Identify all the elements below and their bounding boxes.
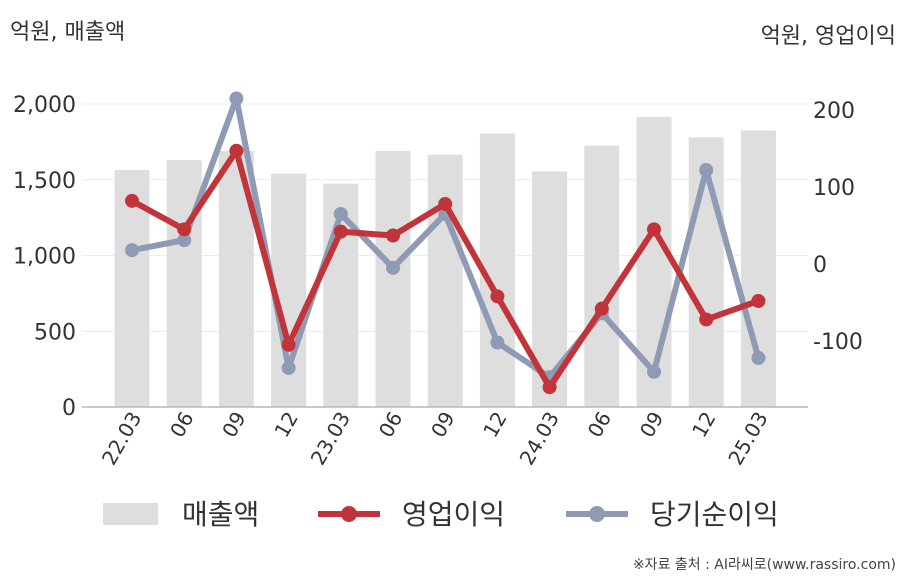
bar-revenue: [740, 130, 776, 407]
legend-marker-net-income: [589, 506, 605, 522]
bar-revenue: [584, 145, 620, 407]
point-operating-profit: [281, 337, 296, 352]
right-axis-unit: 억원, 영업이익: [760, 24, 896, 49]
right-tick-label: 100: [813, 176, 855, 201]
bar-revenue: [427, 154, 463, 407]
point-net-income: [751, 350, 766, 365]
point-operating-profit: [751, 293, 766, 308]
left-tick-label: 1,000: [13, 245, 76, 270]
point-net-income: [281, 360, 296, 375]
bar-revenue: [166, 160, 202, 407]
point-operating-profit: [125, 193, 139, 208]
bar-revenue: [688, 137, 724, 407]
left-tick-label: 2,000: [13, 93, 76, 118]
point-operating-profit: [699, 312, 714, 327]
point-operating-profit: [647, 222, 661, 237]
x-tick-label: 22.03: [97, 408, 146, 470]
point-net-income: [647, 364, 661, 379]
legend-label-operating-profit: 영업이익: [402, 498, 505, 531]
x-tick-label: 23.03: [306, 408, 355, 470]
legend-label-net-income: 당기순이익: [650, 498, 779, 531]
point-operating-profit: [333, 224, 348, 239]
point-operating-profit: [438, 196, 453, 211]
x-tick-label: 12: [269, 408, 303, 442]
point-net-income: [490, 335, 505, 350]
x-tick-label: 24.03: [515, 408, 564, 470]
point-operating-profit: [542, 380, 557, 395]
x-tick-label: 09: [217, 408, 251, 442]
x-tick-label: 09: [426, 408, 460, 442]
bar-revenue: [375, 150, 411, 407]
x-tick-label: 06: [374, 408, 408, 442]
x-tick-label: 06: [165, 408, 199, 442]
point-net-income: [229, 91, 244, 106]
point-operating-profit: [386, 228, 400, 243]
point-operating-profit: [490, 289, 505, 304]
legend-marker-operating-profit: [341, 506, 357, 522]
point-net-income: [125, 243, 139, 258]
x-tick-label: 09: [635, 408, 669, 442]
left-axis-unit: 억원, 매출액: [10, 20, 126, 45]
point-operating-profit: [229, 143, 244, 158]
x-tick-label: 25.03: [723, 408, 772, 470]
legend-swatch-revenue: [103, 503, 158, 525]
left-tick-label: 1,500: [13, 169, 76, 194]
right-tick-label: 200: [813, 99, 855, 124]
x-tick-label: 06: [583, 408, 617, 442]
left-tick-label: 500: [34, 320, 76, 345]
legend-label-revenue: 매출액: [182, 498, 259, 531]
point-net-income: [699, 163, 714, 178]
source-credit: ※자료 출처 : AI라씨로(www.rassiro.com): [632, 557, 896, 573]
left-tick-label: 0: [62, 396, 76, 421]
point-net-income: [386, 260, 400, 275]
x-tick-label: 12: [687, 408, 721, 442]
point-net-income: [177, 233, 192, 248]
point-operating-profit: [594, 301, 609, 316]
point-operating-profit: [177, 222, 192, 237]
point-net-income: [333, 206, 348, 221]
x-tick-label: 12: [478, 408, 512, 442]
right-tick-label: -100: [813, 330, 863, 355]
right-tick-label: 0: [813, 253, 827, 278]
